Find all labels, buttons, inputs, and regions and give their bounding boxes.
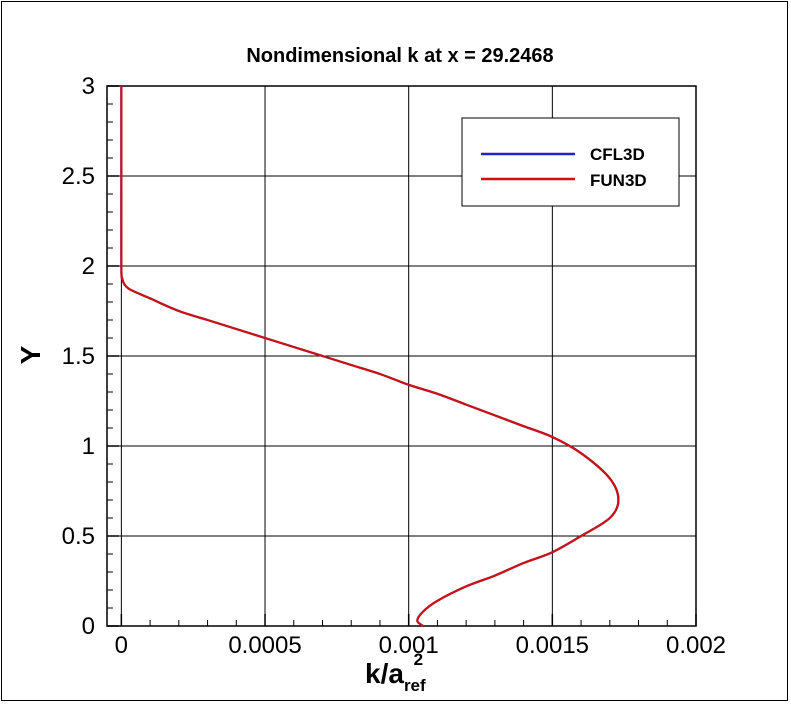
x-tick-label: 0.0005 bbox=[228, 632, 301, 659]
x-axis-label-superscript: 2 bbox=[414, 650, 423, 669]
y-axis-label: Y bbox=[15, 345, 46, 364]
series-line-fun3d bbox=[120, 86, 620, 627]
y-tick-label: 2.5 bbox=[62, 163, 95, 190]
x-axis-label-base: k/a bbox=[365, 658, 404, 689]
legend-label-fun3d: FUN3D bbox=[590, 171, 647, 190]
x-axis-label: k/aref 2 bbox=[365, 650, 426, 695]
y-tick-label: 1 bbox=[82, 433, 95, 460]
x-tick-label: 0 bbox=[115, 632, 128, 659]
legend-label-cfl3d: CFL3D bbox=[590, 145, 645, 164]
y-tick-label: 3 bbox=[82, 73, 95, 100]
y-tick-label: 0 bbox=[82, 613, 95, 640]
legend: CFL3D FUN3D bbox=[461, 117, 680, 207]
series-lines bbox=[120, 86, 620, 627]
x-axis-label-subscript: ref bbox=[404, 676, 426, 695]
y-tick-label: 2 bbox=[82, 253, 95, 280]
y-tick-label: 1.5 bbox=[62, 343, 95, 370]
x-tick-label: 0.0015 bbox=[516, 632, 589, 659]
x-tick-label: 0.002 bbox=[666, 632, 726, 659]
axis-ticks: 0 0.0005 0.001 0.0015 0.002 0 0.5 1 1.5 2 2.5 3 bbox=[62, 73, 726, 659]
y-tick-label: 0.5 bbox=[62, 523, 95, 550]
legend-box bbox=[461, 117, 680, 207]
x-tick-label: 0.001 bbox=[379, 632, 439, 659]
chart-title: Nondimensional k at x = 29.2468 bbox=[246, 45, 553, 67]
